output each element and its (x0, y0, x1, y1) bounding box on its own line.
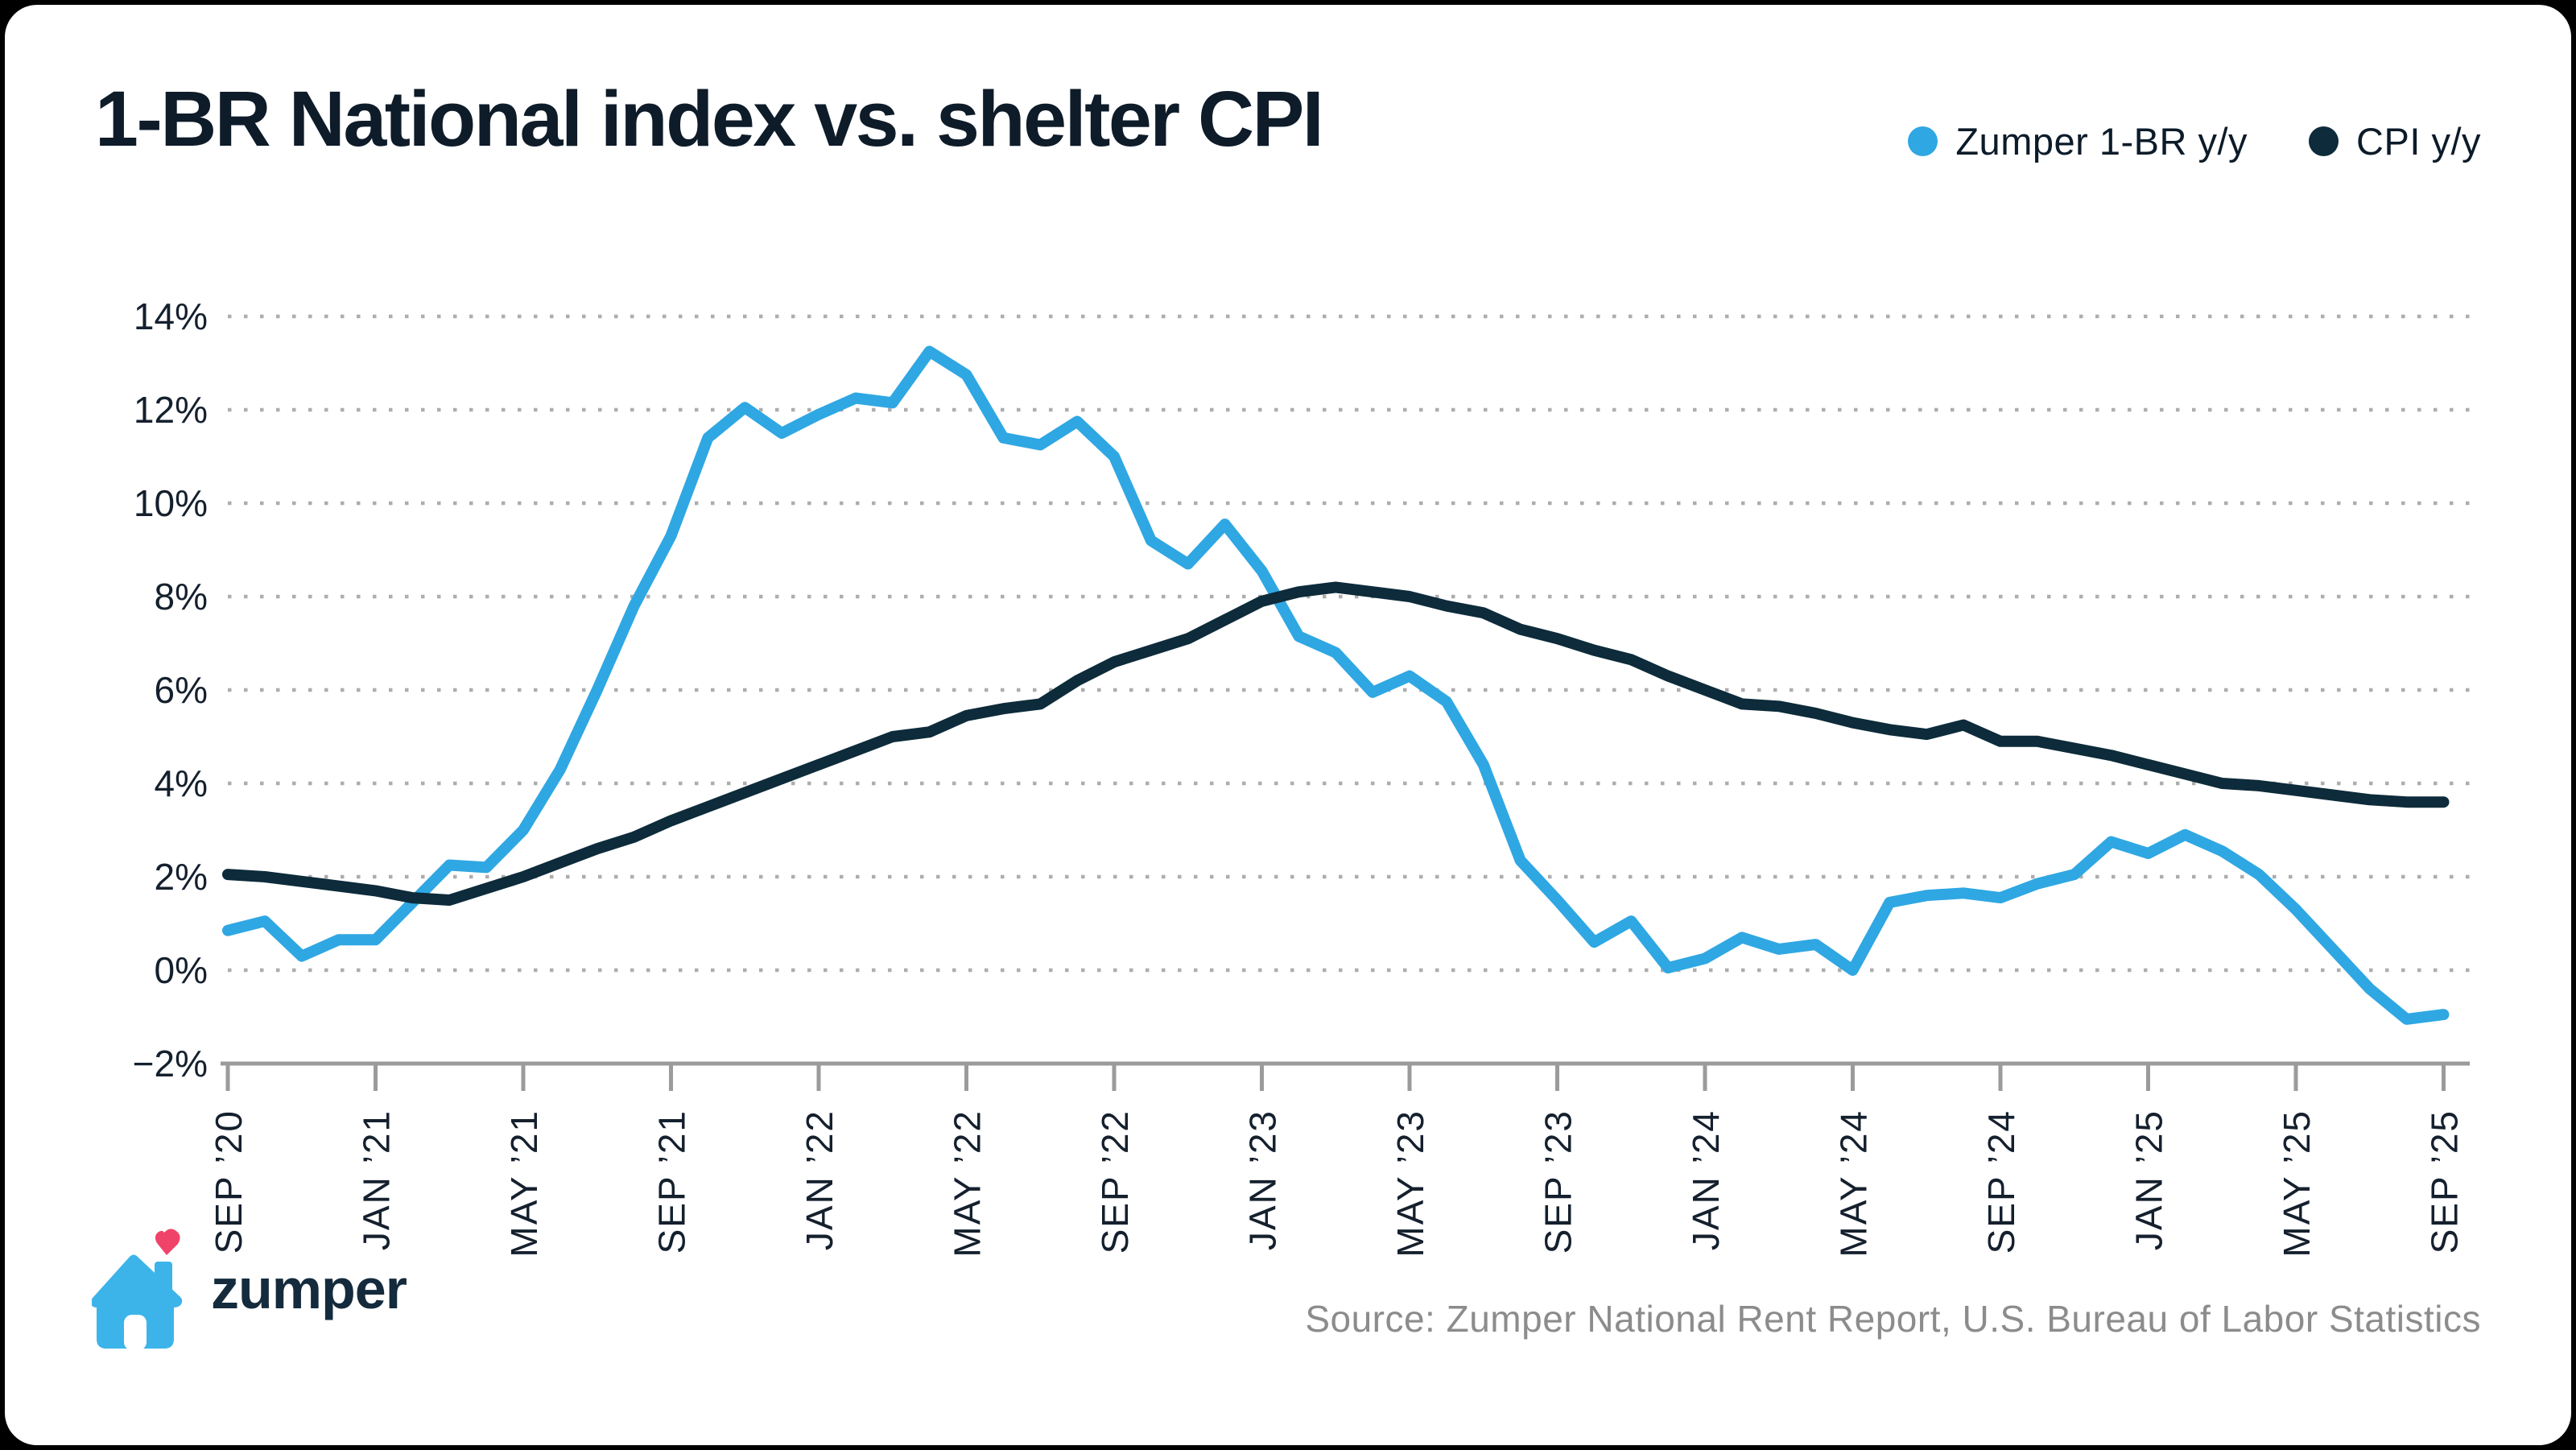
legend-label-zumper: Zumper 1-BR y/y (1955, 120, 2248, 163)
y-axis-label-2: 2% (155, 856, 208, 898)
y-axis-label-0: 0% (155, 949, 208, 991)
x-axis-label-8: MAY ’23 (1389, 1109, 1431, 1258)
y-axis-label-4: 4% (155, 762, 208, 804)
legend-item-cpi: CPI y/y (2309, 119, 2481, 163)
zumper-logo: zumper (92, 1228, 407, 1350)
cpi-series-dot-icon (2309, 126, 2339, 156)
y-axis-label-10: 10% (134, 482, 208, 524)
x-axis-label-13: JAN ’25 (2128, 1109, 2170, 1250)
zumper-series-dot-icon (1908, 126, 1938, 156)
y-axis-label-6: 6% (155, 669, 208, 711)
zumper-house-icon (92, 1229, 183, 1350)
x-axis-label-6: SEP ’22 (1094, 1109, 1136, 1254)
chart-title: 1-BR National index vs. shelter CPI (95, 75, 1324, 163)
source-attribution: Source: Zumper National Rent Report, U.S… (1305, 1298, 2481, 1340)
x-axis-label-0: SEP ’20 (208, 1109, 250, 1254)
report-card: 1-BR National index vs. shelter CPI Zump… (5, 5, 2571, 1445)
y-axis-label-14: 14% (134, 295, 208, 337)
x-axis-label-14: MAY ’25 (2276, 1109, 2318, 1258)
y-axis-label-12: 12% (134, 389, 208, 431)
legend: Zumper 1-BR y/y CPI y/y (1908, 119, 2481, 163)
line-chart-canvas: 14% 12% 10% 8% 6% 4% 2% 0% −2%SEP ’20 JAN ’21 MAY … (133, 295, 2470, 1258)
x-axis-label-9: SEP ’23 (1538, 1109, 1579, 1254)
x-axis-label-12: SEP ’24 (1980, 1109, 2022, 1254)
y-axis-label-8: 8% (155, 576, 208, 618)
series-line-zumper-1br (222, 345, 2450, 1025)
x-axis-label-1: JAN ’21 (356, 1109, 398, 1250)
x-axis-label-15: SEP ’25 (2424, 1109, 2466, 1254)
x-axis-label-2: MAY ’21 (503, 1109, 545, 1258)
x-axis-label-10: JAN ’24 (1685, 1109, 1727, 1250)
series-line-cpi (222, 581, 2450, 906)
y-axis-label--2: −2% (133, 1043, 208, 1084)
x-axis-label-11: MAY ’24 (1833, 1109, 1875, 1258)
x-axis-label-4: JAN ’22 (799, 1109, 840, 1250)
x-axis-label-5: MAY ’22 (947, 1109, 989, 1258)
legend-label-cpi: CPI y/y (2356, 120, 2481, 163)
x-axis-label-3: SEP ’21 (651, 1109, 693, 1254)
x-axis-label-7: JAN ’23 (1242, 1109, 1284, 1250)
legend-item-zumper: Zumper 1-BR y/y (1908, 119, 2248, 163)
zumper-wordmark: zumper (211, 1258, 407, 1320)
